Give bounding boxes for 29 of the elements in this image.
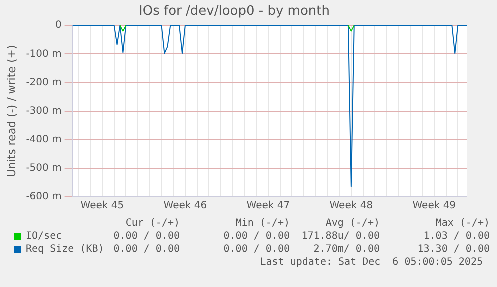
y-axis-title: Units read (-) / write (+)	[5, 45, 18, 178]
text: 0.00 / 0.00	[112, 231, 180, 242]
x-tick-label: Week 47	[246, 200, 290, 212]
y-tick-label: -100 m	[26, 48, 62, 60]
text: Min (-/+)	[234, 218, 290, 229]
y-tick-label: -400 m	[26, 134, 62, 146]
y-tick-label: 0	[55, 20, 62, 32]
text: 0.00 / 0.00	[222, 231, 290, 242]
chart-title: IOs for /dev/loop0 - by month	[139, 4, 330, 20]
text: 1.03 / 0.00	[422, 231, 490, 242]
text: 2.70m/ 0.00	[314, 244, 380, 255]
x-tick-label: Week 48	[330, 200, 374, 212]
y-tick-label: -600 m	[26, 192, 62, 203]
text: Avg (-/+)	[326, 218, 380, 229]
y-tick-label: -500 m	[26, 163, 62, 174]
text: Max (-/+)	[434, 218, 490, 229]
text: 0.00 / 0.00	[114, 244, 180, 255]
text: Cur (-/+)	[124, 218, 180, 229]
x-tick-label: Week 49	[412, 200, 456, 212]
x-tick-label: Week 45	[80, 200, 124, 212]
text: 13.30 / 0.00	[416, 244, 490, 255]
legend-label: IO/sec	[26, 231, 62, 242]
legend-label: Req Size (KB)	[26, 244, 104, 255]
y-tick-label: -300 m	[26, 106, 62, 117]
x-tick-label: Week 46	[164, 200, 208, 212]
text: 171.88u/ 0.00	[302, 231, 380, 242]
y-tick-label: -200 m	[26, 77, 62, 88]
text: 0.00 / 0.00	[222, 244, 290, 255]
text: Last update: Sat Dec 6 05:00:05 2025	[259, 257, 483, 270]
